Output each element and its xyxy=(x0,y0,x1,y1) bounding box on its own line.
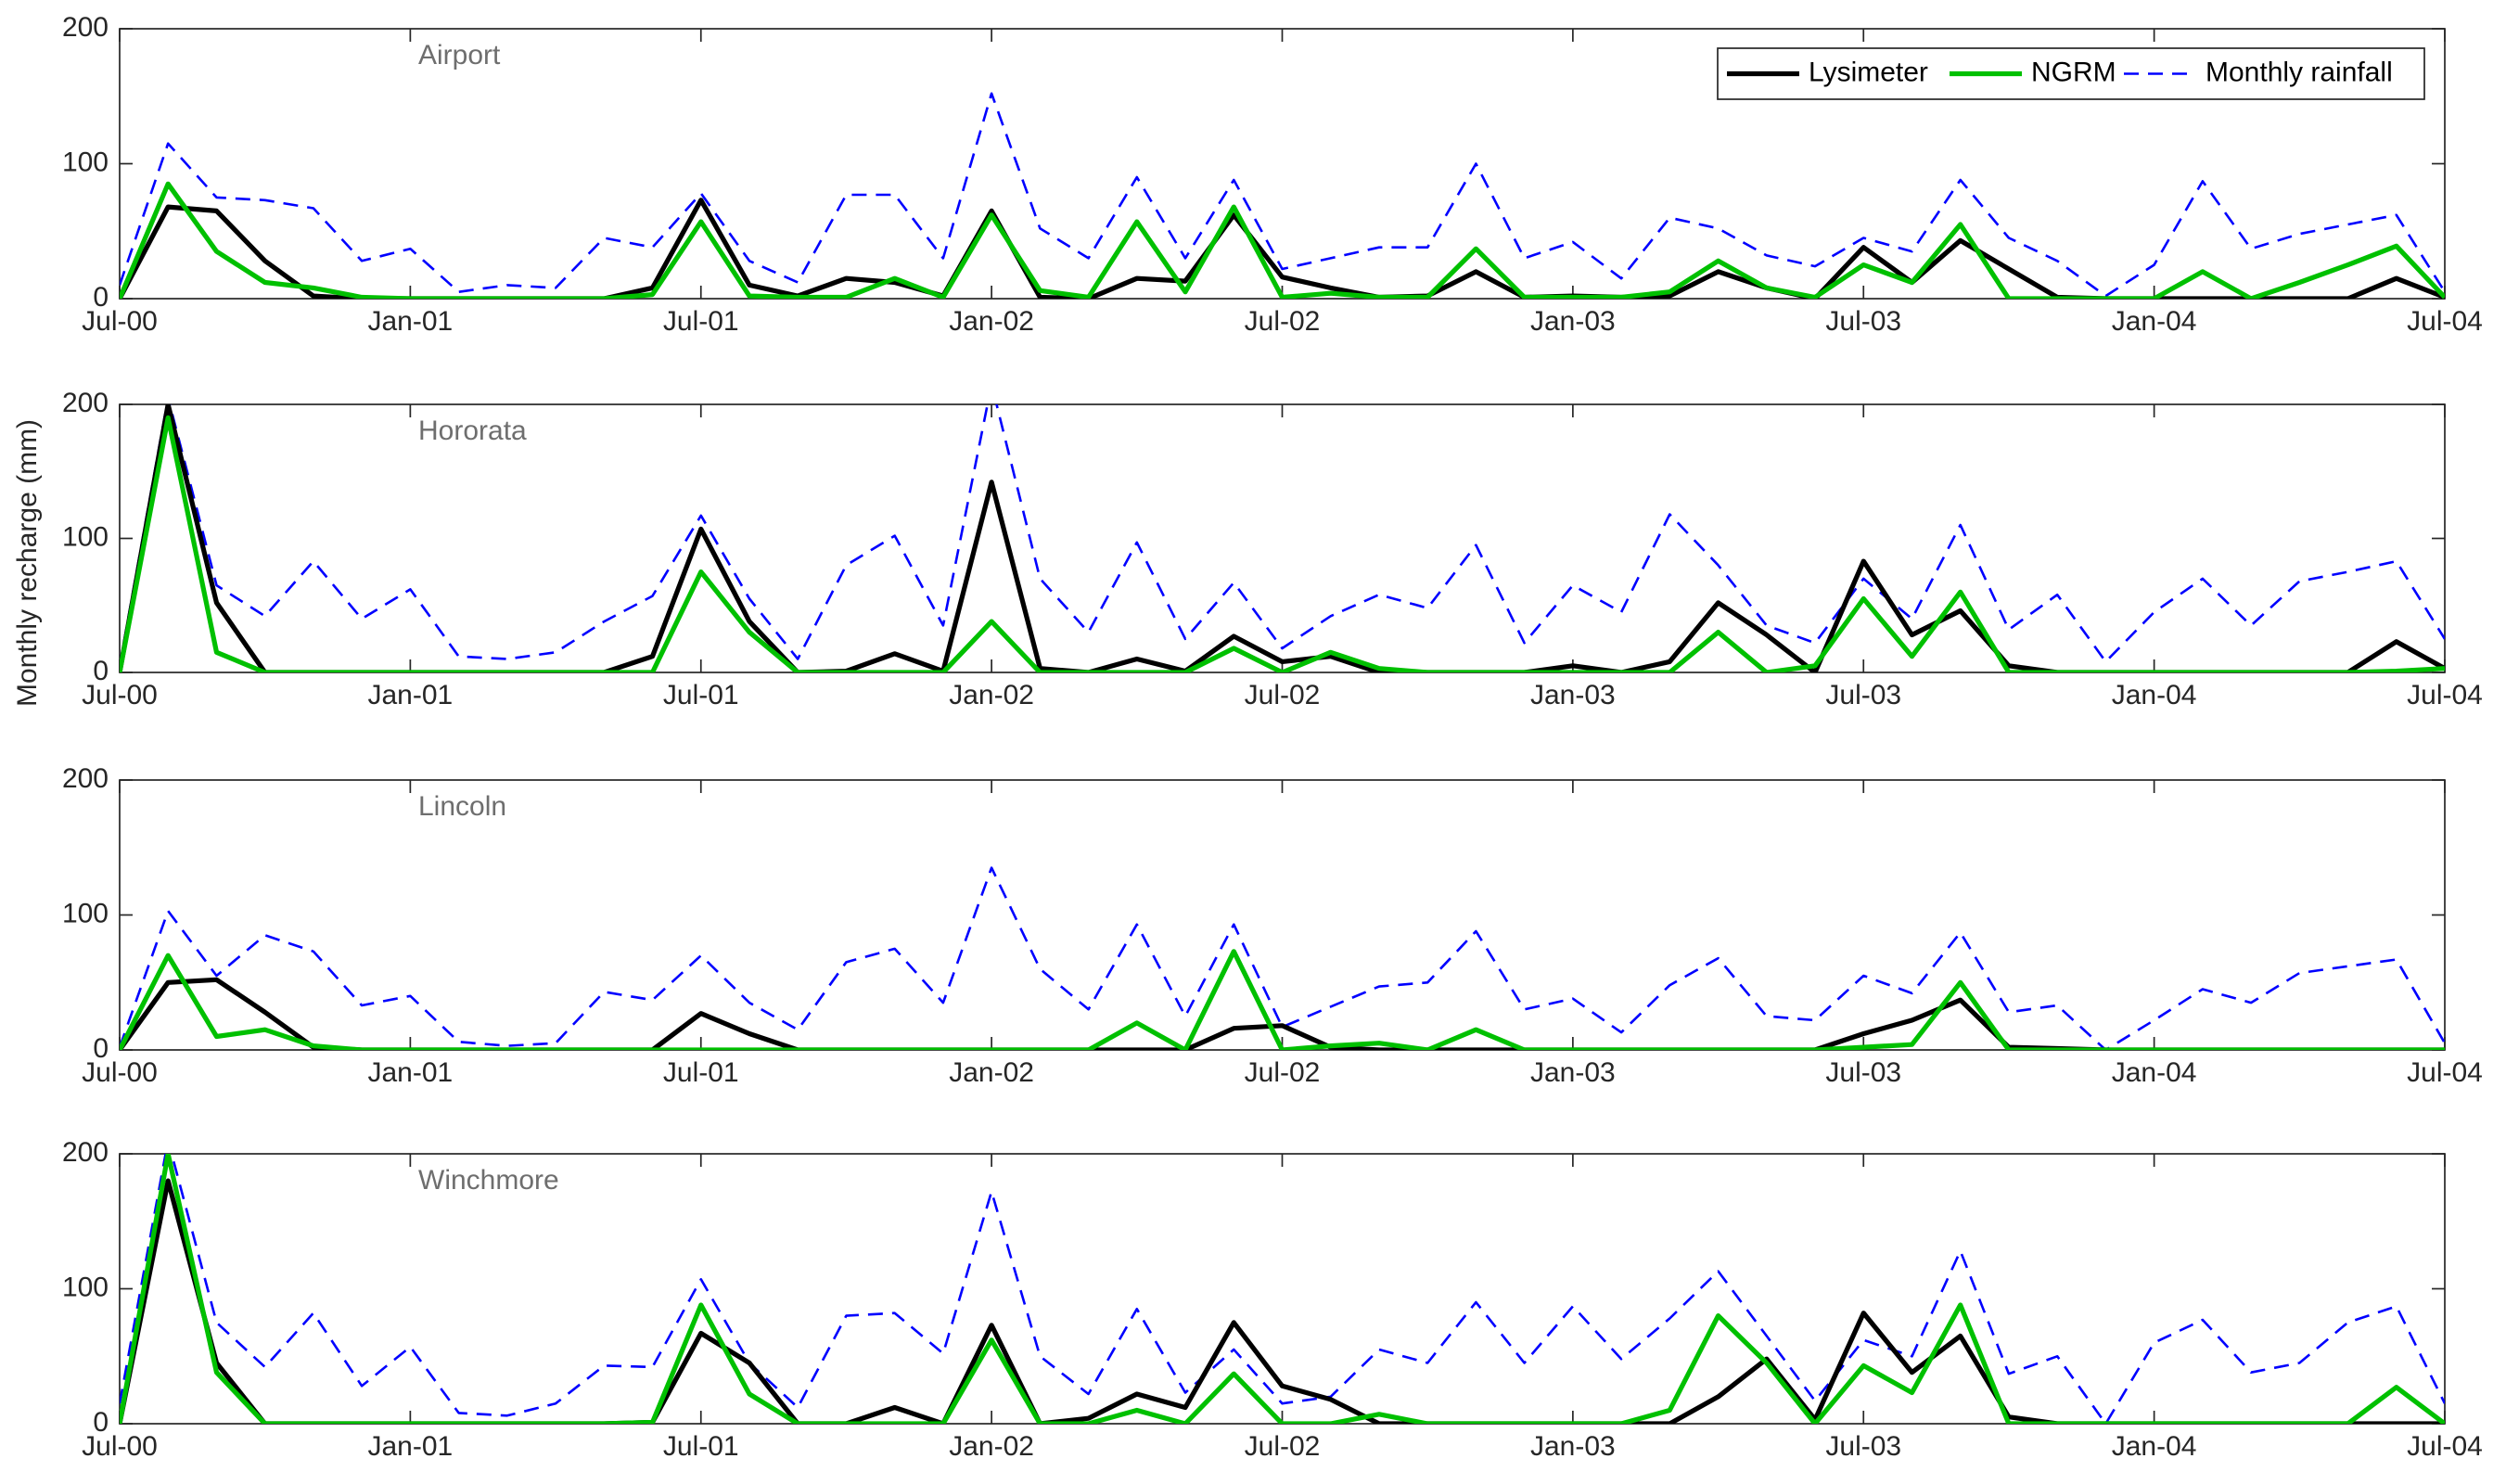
x-tick-label: Jan-03 xyxy=(1530,1057,1616,1088)
y-tick-label: 100 xyxy=(62,147,109,177)
x-tick-label: Jul-02 xyxy=(1245,1057,1321,1088)
series-line xyxy=(120,1178,2445,1424)
x-tick-label: Jul-04 xyxy=(2407,680,2483,710)
series-line xyxy=(120,198,2445,299)
panel-title: Lincoln xyxy=(418,791,506,822)
y-tick-label: 0 xyxy=(93,656,109,686)
x-tick-label: Jul-01 xyxy=(663,680,739,710)
series-line xyxy=(120,415,2445,672)
x-tick-label: Jul-04 xyxy=(2407,1057,2483,1088)
y-tick-label: 100 xyxy=(62,521,109,552)
series-line xyxy=(120,92,2445,298)
x-tick-label: Jan-04 xyxy=(2112,1057,2197,1088)
x-tick-label: Jan-03 xyxy=(1530,680,1616,710)
x-tick-label: Jan-01 xyxy=(368,1057,454,1088)
x-tick-label: Jul-01 xyxy=(663,1431,739,1462)
panel-title: Hororata xyxy=(418,416,527,446)
x-tick-label: Jul-01 xyxy=(663,1057,739,1088)
x-tick-label: Jul-03 xyxy=(1825,1431,1901,1462)
x-tick-label: Jan-04 xyxy=(2112,1431,2197,1462)
x-tick-label: Jul-04 xyxy=(2407,1431,2483,1462)
x-tick-label: Jan-03 xyxy=(1530,1431,1616,1462)
x-tick-label: Jul-02 xyxy=(1245,680,1321,710)
x-tick-label: Jan-02 xyxy=(949,1057,1034,1088)
x-tick-label: Jan-04 xyxy=(2112,306,2197,337)
x-tick-label: Jan-04 xyxy=(2112,680,2197,710)
y-tick-label: 0 xyxy=(93,1407,109,1438)
panel-title: Winchmore xyxy=(418,1165,559,1196)
x-tick-label: Jan-02 xyxy=(949,306,1034,337)
x-tick-label: Jul-00 xyxy=(82,1431,158,1462)
x-tick-label: Jul-03 xyxy=(1825,1057,1901,1088)
x-tick-label: Jul-00 xyxy=(82,1057,158,1088)
series-line xyxy=(120,866,2445,1050)
series-line xyxy=(120,181,2445,299)
legend-label: Lysimeter xyxy=(1809,57,1928,87)
y-tick-label: 0 xyxy=(93,282,109,313)
x-tick-label: Jul-03 xyxy=(1825,680,1901,710)
legend-label: Monthly rainfall xyxy=(2206,57,2393,87)
x-tick-label: Jul-01 xyxy=(663,306,739,337)
x-tick-label: Jul-02 xyxy=(1245,306,1321,337)
series-line xyxy=(120,404,2445,667)
y-tick-label: 200 xyxy=(62,1137,109,1168)
series-line xyxy=(120,949,2445,1050)
y-tick-label: 200 xyxy=(62,388,109,418)
y-tick-label: 100 xyxy=(62,1272,109,1302)
x-tick-label: Jul-00 xyxy=(82,680,158,710)
x-tick-label: Jul-04 xyxy=(2407,306,2483,337)
y-tick-label: 200 xyxy=(62,763,109,794)
x-tick-label: Jan-02 xyxy=(949,1431,1034,1462)
x-tick-label: Jan-01 xyxy=(368,1431,454,1462)
x-tick-label: Jul-00 xyxy=(82,306,158,337)
legend-box xyxy=(1717,47,2425,100)
x-tick-label: Jan-01 xyxy=(368,306,454,337)
y-tick-label: 0 xyxy=(93,1033,109,1064)
x-tick-label: Jul-03 xyxy=(1825,306,1901,337)
y-tick-label: 100 xyxy=(62,898,109,928)
y-axis-label: Monthly recharge (mm) xyxy=(12,419,43,707)
panel-title: Airport xyxy=(418,40,501,70)
x-tick-label: Jan-01 xyxy=(368,680,454,710)
x-tick-label: Jan-02 xyxy=(949,680,1034,710)
x-tick-label: Jul-02 xyxy=(1245,1431,1321,1462)
legend-label: NGRM xyxy=(2031,57,2116,87)
series-line xyxy=(120,404,2445,672)
x-tick-label: Jan-03 xyxy=(1530,306,1616,337)
series-line xyxy=(120,1154,2445,1424)
y-tick-label: 200 xyxy=(62,12,109,43)
